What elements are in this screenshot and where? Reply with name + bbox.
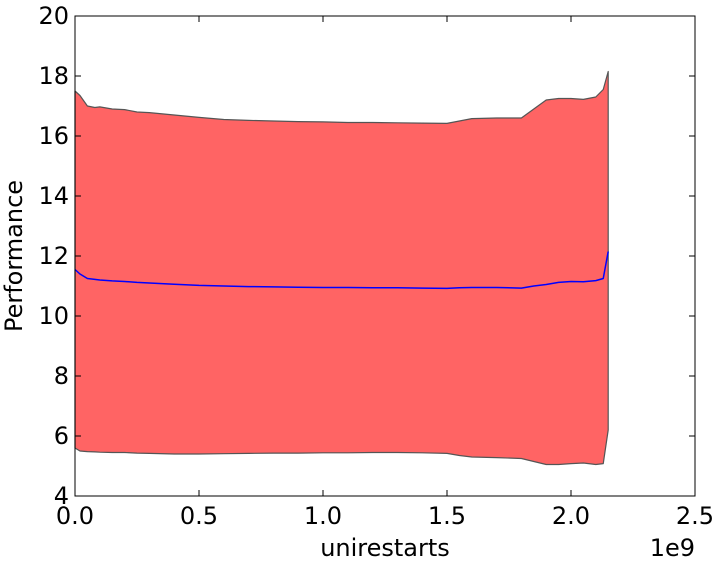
x-offset-label: 1e9 bbox=[650, 534, 695, 562]
x-tick-label: 1.0 bbox=[304, 502, 342, 530]
y-tick-label: 8 bbox=[54, 362, 69, 390]
x-axis-label: unirestarts bbox=[320, 534, 450, 562]
tick-labels: 0.0 0.5 1.0 1.5 2.0 2.5 4 6 8 10 12 14 16 18 20 bbox=[38, 2, 714, 530]
x-tick-label: 0.5 bbox=[180, 502, 218, 530]
x-tick-label: 2.5 bbox=[676, 502, 714, 530]
x-tick-label: 1.5 bbox=[428, 502, 466, 530]
series-line-1 bbox=[74, 251, 609, 290]
y-tick-label: 14 bbox=[38, 182, 69, 210]
y-tick-label: 16 bbox=[38, 122, 69, 150]
y-tick-label: 20 bbox=[38, 2, 69, 30]
plot-area bbox=[74, 70, 609, 466]
y-tick-label: 12 bbox=[38, 242, 69, 270]
y-tick-label: 18 bbox=[38, 62, 69, 90]
y-tick-label: 6 bbox=[54, 422, 69, 450]
axis-ticks bbox=[74, 15, 696, 497]
x-tick-label: 2.0 bbox=[552, 502, 590, 530]
y-tick-label: 10 bbox=[38, 302, 69, 330]
series-band-0 bbox=[74, 70, 609, 466]
x-tick-label: 0.0 bbox=[56, 502, 94, 530]
y-tick-label: 4 bbox=[54, 482, 69, 510]
y-axis-label: Performance bbox=[0, 180, 28, 332]
